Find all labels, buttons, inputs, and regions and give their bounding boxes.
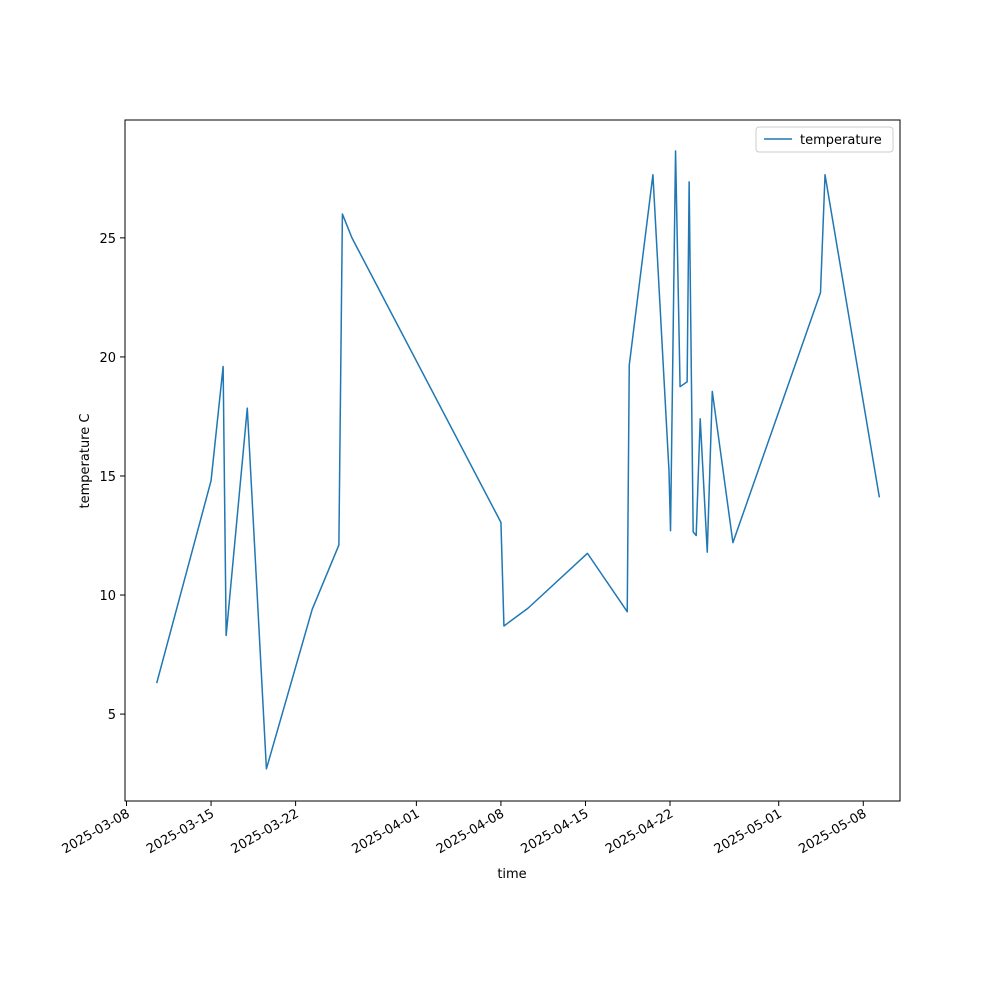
y-tick-label: 15 — [99, 470, 116, 485]
legend: temperature — [755, 126, 894, 153]
x-tick-label: 2025-04-22 — [603, 806, 676, 857]
x-tick-label: 2025-04-01 — [349, 806, 422, 857]
x-tick-label: 2025-04-08 — [434, 806, 507, 857]
x-tick-label: 2025-05-08 — [796, 806, 869, 857]
x-axis: 2025-03-08 2025-03-15 2025-03-22 2025-04-01… — [60, 801, 869, 857]
x-tick-label: 2025-03-22 — [229, 806, 302, 857]
x-tick-label: 2025-05-01 — [712, 806, 785, 857]
y-tick-label: 20 — [99, 351, 116, 366]
y-tick-label: 10 — [99, 589, 116, 604]
legend-label-temperature: temperature — [800, 133, 882, 148]
x-tick-label: 2025-04-15 — [519, 806, 592, 857]
x-axis-label: time — [497, 867, 526, 882]
y-axis: 5 10 15 20 25 — [99, 232, 125, 723]
y-tick-label: 25 — [99, 232, 116, 247]
y-tick-label: 5 — [108, 708, 116, 723]
series-line-temperature — [155, 150, 881, 770]
y-axis-label: temperature C — [78, 414, 93, 509]
legend-box — [755, 126, 894, 153]
plot-area — [155, 150, 881, 770]
x-tick-label: 2025-03-08 — [60, 806, 133, 857]
plot-frame — [124, 119, 901, 802]
x-tick-label: 2025-03-15 — [144, 806, 217, 857]
